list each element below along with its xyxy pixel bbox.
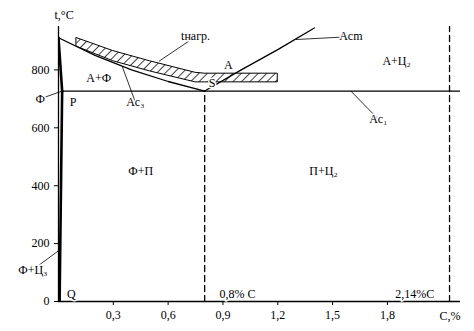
svg-text:Ф: Ф (35, 92, 44, 106)
svg-text:S: S (209, 76, 216, 90)
svg-text:Ac₃: Ac₃ (126, 95, 144, 109)
svg-text:400: 400 (32, 179, 50, 193)
svg-text:tнагр.: tнагр. (181, 29, 210, 43)
svg-text:0: 0 (44, 294, 50, 308)
svg-text:600: 600 (32, 121, 50, 135)
svg-text:А: А (224, 58, 233, 72)
svg-text:Acm: Acm (339, 29, 363, 43)
svg-text:2,14%С: 2,14%С (395, 287, 434, 301)
svg-text:1,8: 1,8 (380, 308, 395, 322)
svg-text:Ac₁: Ac₁ (369, 112, 387, 126)
svg-text:Q: Q (67, 287, 76, 301)
svg-text:1,5: 1,5 (325, 308, 340, 322)
svg-text:200: 200 (32, 236, 50, 250)
svg-text:t,°C: t,°C (55, 8, 74, 22)
svg-text:А+Ф: А+Ф (86, 71, 111, 85)
svg-text:Р: Р (70, 95, 77, 109)
svg-text:C,%: C,% (440, 309, 461, 323)
svg-text:0,6: 0,6 (161, 308, 176, 322)
svg-text:800: 800 (32, 63, 50, 77)
svg-text:0,3: 0,3 (106, 308, 121, 322)
svg-text:1,2: 1,2 (270, 308, 285, 322)
svg-text:П+Ц₂: П+Ц₂ (309, 164, 337, 178)
svg-text:0,8% С: 0,8% С (220, 287, 256, 301)
svg-text:Ф+П: Ф+П (128, 164, 153, 178)
svg-text:Ф+Ц₃: Ф+Ц₃ (18, 262, 47, 276)
svg-text:0,9: 0,9 (215, 308, 230, 322)
svg-text:А+Ц₂: А+Ц₂ (382, 54, 410, 68)
